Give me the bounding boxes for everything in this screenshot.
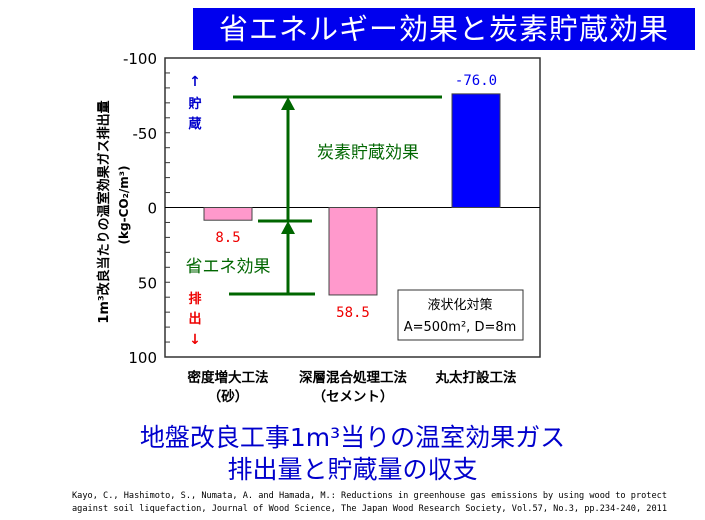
arrowhead-icon — [281, 97, 295, 110]
arrowhead-icon — [281, 221, 295, 234]
y-tick-label: -50 — [133, 125, 158, 143]
x-category-label: （砂） — [208, 388, 249, 405]
energy-effect-label: 省エネ効果 — [186, 257, 271, 277]
y-axis-label: 1m³改良当たりの温室効果ガス排出量 — [96, 100, 112, 323]
x-category-label: 密度増大工法 — [187, 369, 269, 386]
citation-line-2: against soil liquefaction, Journal of Wo… — [72, 504, 667, 514]
legend-line-1: 液状化対策 — [427, 297, 492, 313]
bar — [328, 207, 378, 296]
legend-box — [397, 289, 524, 341]
bar — [203, 207, 253, 221]
y-tick-label: 50 — [138, 274, 157, 292]
x-category-label: 丸太打設工法 — [435, 369, 517, 386]
y-axis-unit: (kg-CO₂/m³) — [117, 166, 131, 245]
x-category-label: 深層混合処理工法 — [299, 369, 407, 386]
storage-label: 貯 — [188, 96, 201, 112]
bar-value-label: -76.0 — [455, 73, 497, 89]
slide-title: 省エネルギー効果と炭素貯蔵効果 — [193, 8, 695, 50]
storage-arrow-icon: ↑ — [189, 74, 201, 90]
subtitle-line-2: 排出量と貯蔵量の収支 — [227, 455, 478, 484]
y-tick-label: 0 — [147, 200, 157, 218]
bar-chart: -100 -50 0 50 100 8.5 密度増大工法 （砂） 58.5 深層混合処理工法 （セメ… — [96, 50, 541, 405]
carbon-effect-label: 炭素貯蔵効果 — [317, 143, 419, 163]
x-category-label: （セメント） — [313, 389, 394, 405]
emission-label: 出 — [188, 311, 201, 327]
bar-value-label: 8.5 — [215, 230, 240, 246]
bar — [451, 93, 501, 208]
y-tick-label: 100 — [128, 349, 157, 367]
legend-line-2: A=500m², D=8m — [404, 320, 517, 335]
subtitle-line-1: 地盤改良工事1m³当りの温室効果ガス — [139, 423, 566, 452]
citation: Kayo, C., Hashimoto, S., Numata, A. and … — [72, 490, 667, 516]
bar-value-label: 58.5 — [336, 305, 370, 321]
citation-line-1: Kayo, C., Hashimoto, S., Numata, A. and … — [72, 491, 667, 501]
y-tick-label: -100 — [123, 50, 157, 68]
storage-label: 蔵 — [188, 116, 201, 132]
emission-label: 排 — [188, 291, 201, 307]
emission-arrow-icon: ↓ — [189, 332, 201, 348]
